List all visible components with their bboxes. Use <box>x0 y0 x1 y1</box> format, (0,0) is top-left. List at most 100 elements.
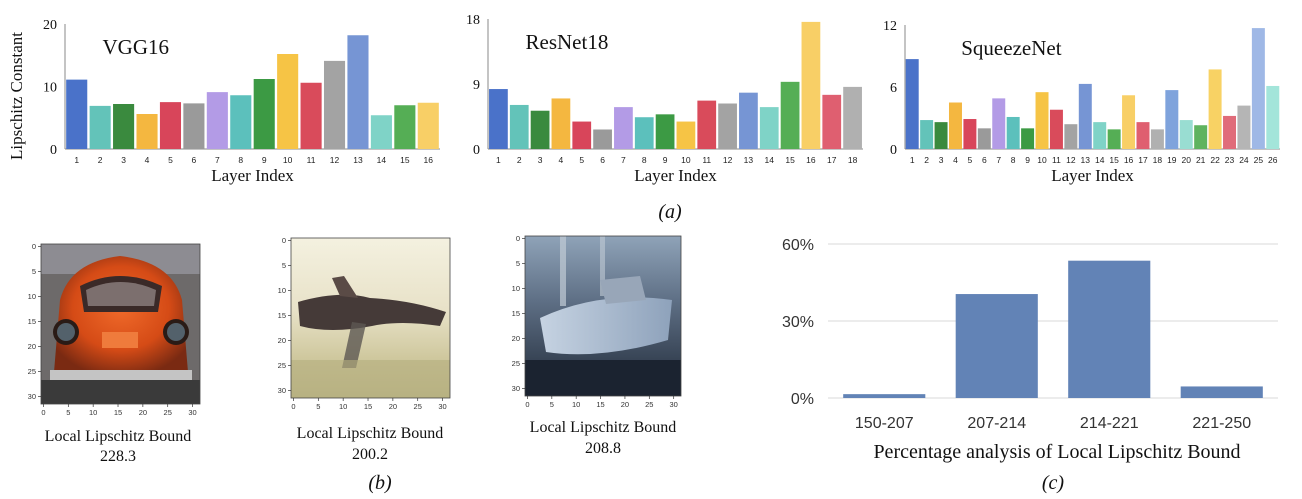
ship-ytick: 25 <box>512 359 520 368</box>
vgg16-bar <box>89 105 111 149</box>
resnet18-y-tick: 18 <box>466 13 480 28</box>
car-xtick: 0 <box>41 408 45 417</box>
resnet18-x-tick: 13 <box>744 155 754 165</box>
airplane-ytick: 15 <box>278 311 286 320</box>
squeezenet-x-tick: 17 <box>1138 155 1148 165</box>
vgg16-bar <box>183 103 205 149</box>
vgg16-x-tick: 4 <box>145 155 150 165</box>
squeezenet-x-tick: 4 <box>953 155 958 165</box>
resnet18-bar <box>572 121 592 149</box>
car-ytick: 30 <box>28 392 36 401</box>
car-ytick: 10 <box>28 292 36 301</box>
car-ytick: 15 <box>28 317 36 326</box>
squeezenet-bar <box>1035 92 1049 149</box>
car-ytick: 20 <box>28 342 36 351</box>
vgg16-x-tick: 15 <box>400 155 410 165</box>
squeezenet-x-tick: 26 <box>1268 155 1278 165</box>
airplane-image-panel: 0 5 10 15 20 25 30 0 5 10 15 20 25 30 Local Lipschitz… <box>278 236 451 463</box>
percentage-bar-chart: 0% 30% 60% 150-207 207-214 214-221 221-250 Perc… <box>782 237 1278 463</box>
vgg16-bar <box>394 105 416 149</box>
squeezenet-bar <box>1107 129 1121 149</box>
ship-caption-value: 208.8 <box>585 440 621 457</box>
squeezenet-x-tick: 23 <box>1225 155 1235 165</box>
resnet18-x-tick: 15 <box>785 155 795 165</box>
squeezenet-bar <box>1049 109 1063 149</box>
vgg16-title: VGG16 <box>103 35 170 59</box>
squeezenet-x-tick: 14 <box>1095 155 1105 165</box>
vgg16-x-label: Layer Index <box>211 166 294 185</box>
squeezenet-bar <box>1194 125 1208 149</box>
squeezenet-bar <box>1165 90 1179 149</box>
squeezenet-x-tick: 1 <box>910 155 915 165</box>
resnet18-bar <box>551 98 571 149</box>
resnet18-bar <box>614 107 633 149</box>
resnet18-bar <box>801 21 821 150</box>
ship-image <box>525 236 681 396</box>
pct-x-tick: 207-214 <box>967 415 1026 432</box>
squeezenet-x-tick: 16 <box>1124 155 1134 165</box>
airplane-image <box>291 238 450 398</box>
airplane-caption-line1: Local Lipschitz Bound <box>297 425 444 442</box>
ship-ytick: 20 <box>512 334 520 343</box>
vgg16-x-tick: 2 <box>98 155 103 165</box>
resnet18-x-tick: 18 <box>848 155 858 165</box>
resnet18-bar <box>697 100 717 149</box>
squeezenet-x-tick: 8 <box>1011 155 1016 165</box>
vgg16-x-tick: 8 <box>238 155 243 165</box>
airplane-caption-value: 200.2 <box>352 446 388 463</box>
y-axis-label: Lipschitz Constant <box>7 32 26 160</box>
vgg16-x-tick: 12 <box>330 155 340 165</box>
vgg16-bar <box>206 92 228 149</box>
squeezenet-bar <box>1208 69 1222 149</box>
pct-x-tick: 214-221 <box>1080 415 1139 432</box>
pct-bar <box>1068 260 1151 398</box>
squeezenet-bar <box>1093 122 1107 149</box>
subfigure-label-c: (c) <box>1042 472 1065 494</box>
squeezenet-bar <box>905 59 919 149</box>
squeezenet-x-tick: 19 <box>1167 155 1177 165</box>
airplane-ytick: 0 <box>282 236 286 245</box>
squeezenet-x-tick: 11 <box>1052 155 1061 165</box>
airplane-image-ticks: 0 5 10 15 20 25 30 0 5 10 15 20 25 30 <box>278 236 447 411</box>
squeezenet-x-tick: 22 <box>1210 155 1220 165</box>
ship-caption-line1: Local Lipschitz Bound <box>530 419 677 436</box>
vgg16-y-tick: 20 <box>43 18 57 33</box>
vgg16-bar <box>66 79 88 149</box>
car-xtick: 15 <box>114 408 122 417</box>
squeezenet-bar <box>1223 115 1237 149</box>
airplane-xtick: 20 <box>389 402 397 411</box>
resnet18-bar <box>655 114 675 149</box>
ship-xtick: 5 <box>550 400 554 409</box>
ship-xtick: 30 <box>670 400 678 409</box>
airplane-xtick: 15 <box>364 402 372 411</box>
squeezenet-bar <box>948 102 962 149</box>
resnet18-x-tick: 9 <box>663 155 668 165</box>
ship-xtick: 20 <box>621 400 629 409</box>
squeezenet-x-tick: 9 <box>1025 155 1030 165</box>
squeezenet-bar <box>1064 124 1078 149</box>
resnet18-bar <box>676 121 696 149</box>
vgg16-x-tick: 5 <box>168 155 173 165</box>
car-ytick: 25 <box>28 367 36 376</box>
pct-y-tick: 30% <box>782 314 814 331</box>
resnet18-x-tick: 17 <box>827 155 837 165</box>
vgg16-bar <box>113 104 135 149</box>
squeezenet-y-tick: 12 <box>883 19 897 34</box>
airplane-ytick: 20 <box>278 336 286 345</box>
squeezenet-bar <box>977 128 991 149</box>
car-caption-value: 228.3 <box>100 448 136 465</box>
vgg16-y-tick: 0 <box>50 143 57 158</box>
vgg16-bar <box>136 114 158 149</box>
vgg16-bar <box>347 35 369 149</box>
subfigure-label-a: (a) <box>658 201 682 223</box>
squeezenet-x-tick: 2 <box>924 155 929 165</box>
vgg16-x-tick: 13 <box>353 155 363 165</box>
pct-bar <box>843 394 926 398</box>
resnet18-x-tick: 2 <box>517 155 522 165</box>
vgg16-bar <box>230 95 252 149</box>
vgg16-y-tick: 10 <box>43 81 57 96</box>
resnet18-y-tick: 9 <box>473 78 480 93</box>
